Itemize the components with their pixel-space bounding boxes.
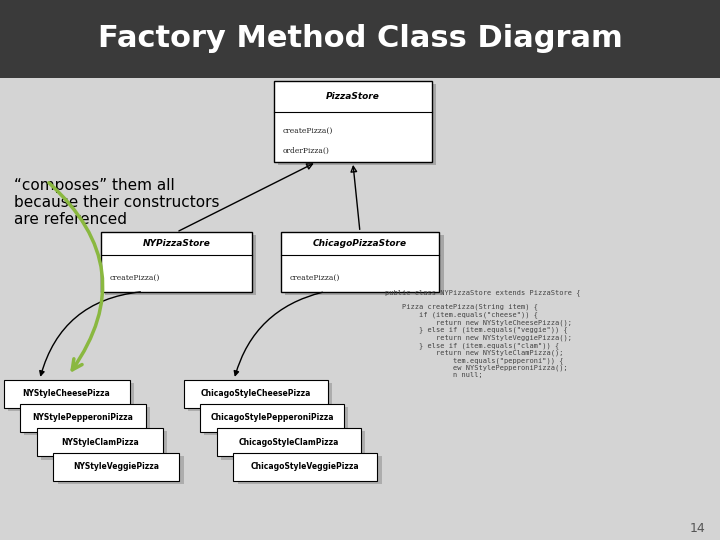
FancyBboxPatch shape: [233, 453, 377, 481]
FancyBboxPatch shape: [200, 404, 344, 432]
Text: createPizza(): createPizza(): [109, 274, 160, 282]
Text: ChicagoStyleVeggiePizza: ChicagoStyleVeggiePizza: [251, 462, 359, 471]
FancyBboxPatch shape: [0, 0, 720, 78]
FancyBboxPatch shape: [4, 380, 130, 408]
FancyBboxPatch shape: [37, 428, 163, 456]
Text: NYStylePepperoniPizza: NYStylePepperoniPizza: [32, 414, 134, 422]
Text: PizzaStore: PizzaStore: [326, 92, 379, 101]
FancyBboxPatch shape: [238, 456, 382, 484]
FancyBboxPatch shape: [278, 84, 436, 165]
Text: ChicagoStyleCheesePizza: ChicagoStyleCheesePizza: [200, 389, 311, 398]
Text: NYStyleClamPizza: NYStyleClamPizza: [61, 438, 138, 447]
Text: createPizza(): createPizza(): [289, 274, 340, 282]
FancyBboxPatch shape: [53, 453, 179, 481]
FancyBboxPatch shape: [285, 235, 444, 295]
FancyBboxPatch shape: [101, 232, 252, 292]
FancyBboxPatch shape: [217, 428, 361, 456]
FancyBboxPatch shape: [20, 404, 146, 432]
Text: ChicagoStylePepperoniPizza: ChicagoStylePepperoniPizza: [210, 414, 334, 422]
FancyBboxPatch shape: [274, 81, 432, 162]
FancyBboxPatch shape: [184, 380, 328, 408]
FancyBboxPatch shape: [58, 456, 184, 484]
FancyBboxPatch shape: [281, 232, 439, 292]
Text: createPizza(): createPizza(): [282, 127, 333, 135]
FancyBboxPatch shape: [24, 407, 150, 435]
Text: ChicagoStyleClamPizza: ChicagoStyleClamPizza: [238, 438, 339, 447]
Text: 14: 14: [690, 522, 706, 535]
FancyBboxPatch shape: [41, 431, 167, 460]
Text: orderPizza(): orderPizza(): [282, 146, 329, 154]
Text: ChicagoPizzaStore: ChicagoPizzaStore: [313, 239, 407, 248]
FancyBboxPatch shape: [188, 383, 332, 411]
Text: NYPizzaStore: NYPizzaStore: [143, 239, 210, 248]
Text: NYStyleCheesePizza: NYStyleCheesePizza: [23, 389, 110, 398]
Text: Factory Method Class Diagram: Factory Method Class Diagram: [98, 24, 622, 53]
FancyBboxPatch shape: [221, 431, 365, 460]
FancyBboxPatch shape: [105, 235, 256, 295]
FancyBboxPatch shape: [204, 407, 348, 435]
Text: NYStyleVeggiePizza: NYStyleVeggiePizza: [73, 462, 159, 471]
Text: “composes” them all
because their constructors
are referenced: “composes” them all because their constr…: [14, 178, 220, 227]
FancyBboxPatch shape: [8, 383, 134, 411]
Text: public class NYPizzaStore extends PizzaStore {

    Pizza createPizza(String ite: public class NYPizzaStore extends PizzaS…: [385, 289, 581, 379]
